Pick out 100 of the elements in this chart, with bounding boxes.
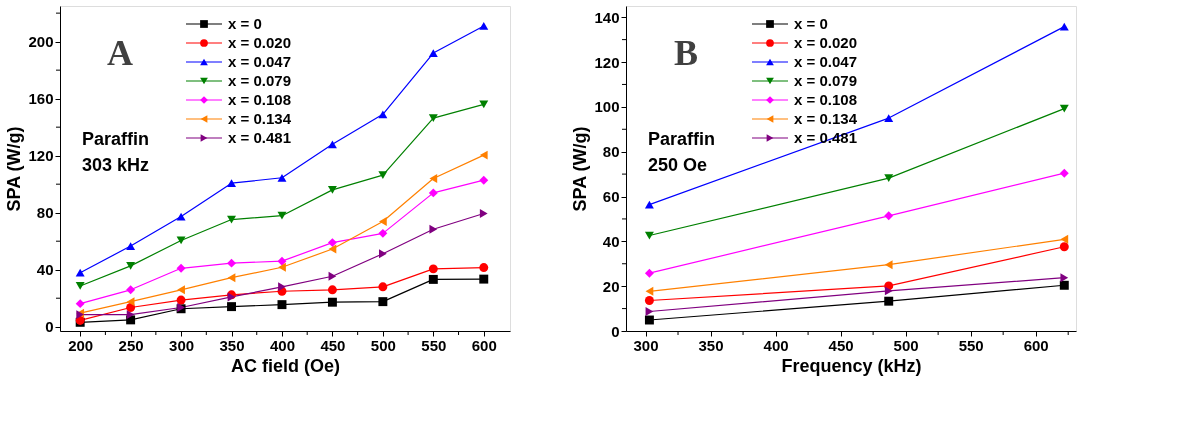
annotation: A [107, 33, 133, 73]
point [277, 256, 287, 266]
point [428, 114, 438, 123]
x-tick-label: 300 [169, 336, 195, 354]
y-tick-label: 40 [36, 261, 54, 279]
x-tick-label: 500 [370, 336, 396, 354]
point [176, 295, 186, 305]
point [278, 262, 286, 272]
point [378, 110, 388, 119]
point [227, 258, 236, 268]
legend-label: x = 0.020 [794, 34, 857, 51]
legend-label: x = 0.020 [228, 34, 291, 51]
x-tick-label: 300 [633, 336, 659, 354]
x-tick-label: 600 [471, 336, 497, 354]
x-tick-label: 550 [958, 336, 984, 354]
x-tick-label: 350 [219, 336, 245, 354]
point [75, 282, 85, 290]
x-tick-label: 400 [269, 336, 295, 354]
legend-label: x = 0 [794, 15, 828, 32]
point [429, 224, 438, 234]
point [277, 173, 287, 182]
x-tick-label: 200 [68, 336, 94, 354]
point [479, 22, 489, 30]
point [378, 171, 388, 180]
point [327, 285, 337, 295]
point [479, 263, 489, 273]
point [328, 244, 337, 254]
y-tick-label: 140 [594, 8, 620, 26]
point [126, 261, 136, 270]
y-tick-label: 40 [602, 232, 620, 250]
legend-label: x = 0.079 [794, 72, 857, 89]
y-tick-label: 20 [602, 277, 620, 295]
point [428, 274, 438, 284]
y-tick-label: 0 [611, 322, 620, 340]
y-axis-title: SPA (W/g) [570, 126, 591, 212]
point [1059, 280, 1069, 290]
point [227, 179, 236, 188]
point [126, 297, 135, 307]
x-axis-title: Frequency (kHz) [781, 355, 922, 376]
point [479, 175, 489, 185]
legend-label: x = 0.134 [228, 110, 292, 127]
point [884, 296, 894, 306]
y-tick-label: 120 [594, 53, 620, 71]
legend-label: x = 0.108 [794, 91, 857, 108]
point [1060, 273, 1069, 283]
x-tick-label: 400 [763, 336, 789, 354]
point [428, 264, 438, 274]
point [884, 286, 893, 296]
y-tick-label: 100 [594, 98, 620, 116]
x-axis-title: AC field (Oe) [230, 355, 341, 376]
legend-label: x = 0.108 [228, 91, 291, 108]
point [884, 260, 893, 270]
point [1059, 168, 1069, 178]
point [126, 310, 135, 320]
point [884, 174, 894, 183]
point [644, 296, 654, 305]
legend-label: x = 0 [228, 15, 262, 32]
point [1059, 104, 1069, 113]
point [278, 282, 286, 292]
point [429, 174, 438, 183]
point [379, 249, 387, 259]
point [1059, 242, 1069, 252]
annotation: Paraffin 250 Oe [648, 129, 716, 175]
point [327, 238, 337, 248]
legend-label: x = 0.134 [794, 110, 858, 127]
point [379, 217, 387, 226]
y-tick-label: 80 [602, 143, 620, 161]
annotation: B [673, 33, 699, 73]
x-tick-label: 500 [893, 336, 919, 354]
point [277, 300, 287, 310]
point [75, 299, 85, 309]
point [75, 268, 85, 277]
point [277, 211, 287, 220]
legend-label: x = 0.481 [228, 129, 291, 146]
x-tick-label: 600 [1023, 336, 1049, 354]
y-axis-title: SPA (W/g) [4, 126, 25, 212]
x-tick-label: 350 [698, 336, 724, 354]
point [479, 150, 488, 160]
point [645, 286, 654, 296]
point [428, 49, 438, 57]
point [227, 302, 236, 312]
x-tick-label: 550 [421, 336, 447, 354]
point [126, 285, 136, 295]
point [378, 228, 388, 238]
point [479, 209, 488, 219]
x-tick-label: 450 [320, 336, 346, 354]
y-tick-label: 120 [28, 147, 54, 165]
point [1060, 234, 1069, 244]
point [884, 211, 894, 221]
point [327, 140, 337, 149]
point [327, 297, 337, 307]
point [644, 315, 654, 325]
point [176, 263, 186, 273]
point [126, 303, 136, 312]
x-tick-label: 450 [828, 336, 854, 354]
point [644, 268, 654, 278]
point [327, 186, 337, 194]
point [378, 282, 388, 292]
x-tick-label: 250 [118, 336, 144, 354]
point [177, 285, 185, 295]
